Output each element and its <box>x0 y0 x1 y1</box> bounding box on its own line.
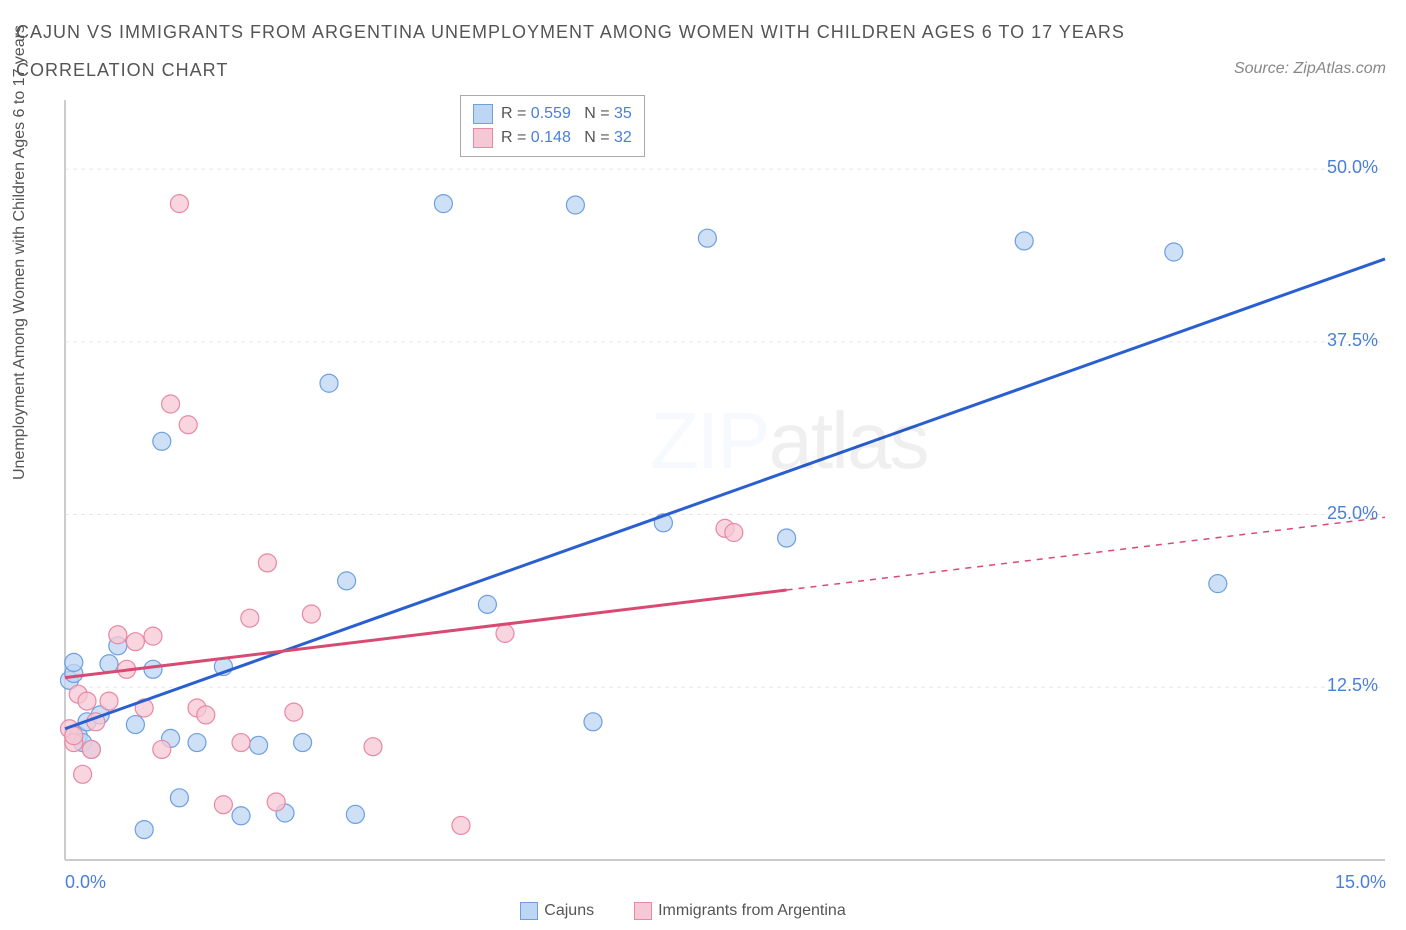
legend-label: Immigrants from Argentina <box>658 902 846 919</box>
y-axis-label: Unemployment Among Women with Children A… <box>11 25 29 480</box>
legend-swatch <box>520 902 538 920</box>
source-name: ZipAtlas.com <box>1294 60 1386 77</box>
chart-subtitle: CORRELATION CHART <box>16 60 228 81</box>
bottom-legend: Cajuns Immigrants from Argentina <box>0 902 1406 920</box>
y-tick-label: 12.5% <box>1327 675 1378 696</box>
chart-title: CAJUN VS IMMIGRANTS FROM ARGENTINA UNEMP… <box>16 22 1125 43</box>
legend-swatch <box>634 902 652 920</box>
scatter-chart <box>60 95 1390 865</box>
x-tick-label: 0.0% <box>65 872 106 893</box>
plot-area: ZIPatlas R = 0.559 N = 35R = 0.148 N = 3… <box>60 95 1390 865</box>
stats-legend-box: R = 0.559 N = 35R = 0.148 N = 32 <box>460 95 645 157</box>
y-tick-label: 37.5% <box>1327 330 1378 351</box>
x-tick-label: 15.0% <box>1335 872 1386 893</box>
y-tick-label: 50.0% <box>1327 157 1378 178</box>
legend-label: Cajuns <box>544 902 594 919</box>
y-tick-label: 25.0% <box>1327 503 1378 524</box>
stats-row: R = 0.148 N = 32 <box>473 126 632 150</box>
source-credit: Source: ZipAtlas.com <box>1234 60 1386 78</box>
stats-row: R = 0.559 N = 35 <box>473 102 632 126</box>
source-prefix: Source: <box>1234 60 1294 77</box>
